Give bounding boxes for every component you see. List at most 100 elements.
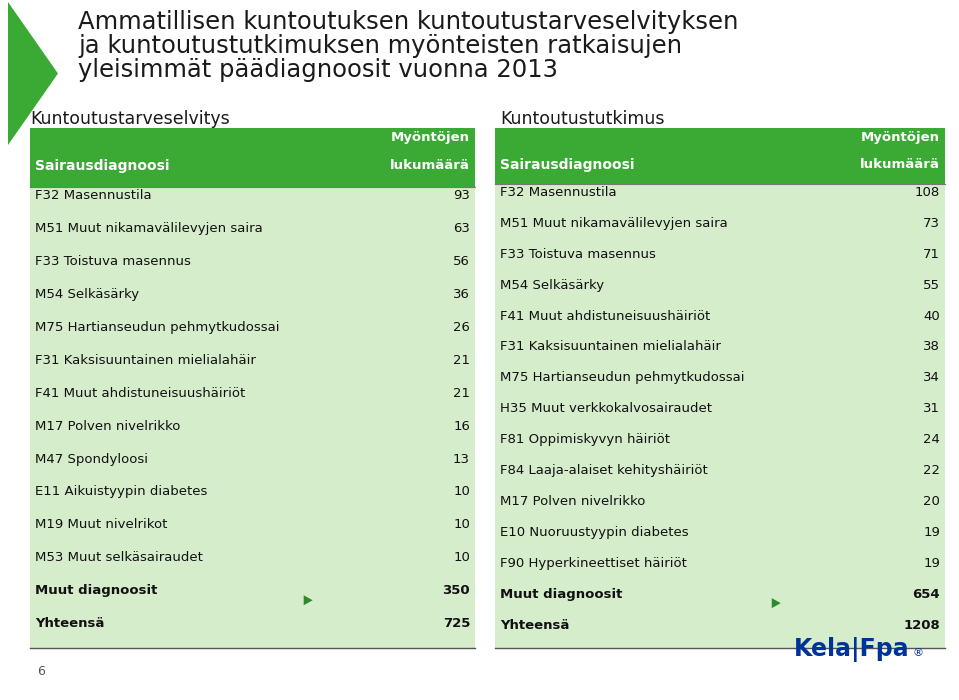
FancyBboxPatch shape (495, 246, 945, 276)
Text: Kuntoutustarveselvitys: Kuntoutustarveselvitys (30, 110, 230, 128)
Text: Muut diagnoosit: Muut diagnoosit (35, 584, 157, 597)
Text: 10: 10 (453, 519, 470, 531)
Text: 350: 350 (442, 584, 470, 597)
Text: E11 Aikuistyypin diabetes: E11 Aikuistyypin diabetes (35, 485, 207, 498)
Text: lukumäärä: lukumäärä (860, 158, 940, 171)
Text: M75 Hartianseudun pehmytkudossai: M75 Hartianseudun pehmytkudossai (35, 321, 279, 334)
Text: 1208: 1208 (903, 619, 940, 632)
FancyBboxPatch shape (30, 352, 475, 385)
Text: 93: 93 (453, 189, 470, 202)
Text: Kela|Fpa: Kela|Fpa (794, 637, 910, 662)
Text: M75 Hartianseudun pehmytkudossai: M75 Hartianseudun pehmytkudossai (500, 372, 744, 384)
Text: 10: 10 (453, 552, 470, 564)
Text: 22: 22 (923, 464, 940, 477)
Text: Yhteensä: Yhteensä (500, 619, 570, 632)
Text: 19: 19 (924, 526, 940, 539)
Text: 24: 24 (924, 433, 940, 447)
Text: M17 Polven nivelrikko: M17 Polven nivelrikko (35, 419, 180, 433)
Text: 10: 10 (453, 485, 470, 498)
Text: F41 Muut ahdistuneisuushäiriöt: F41 Muut ahdistuneisuushäiriöt (35, 386, 246, 400)
Text: 38: 38 (924, 340, 940, 354)
Polygon shape (772, 598, 781, 608)
FancyBboxPatch shape (495, 524, 945, 555)
FancyBboxPatch shape (30, 220, 475, 253)
Text: 73: 73 (923, 217, 940, 230)
FancyBboxPatch shape (30, 484, 475, 517)
FancyBboxPatch shape (495, 276, 945, 307)
Text: 21: 21 (453, 354, 470, 367)
Text: 16: 16 (453, 419, 470, 433)
FancyBboxPatch shape (495, 400, 945, 431)
Text: Muut diagnoosit: Muut diagnoosit (500, 588, 622, 601)
Text: 21: 21 (453, 386, 470, 400)
Text: M51 Muut nikamavälilevyjen saira: M51 Muut nikamavälilevyjen saira (35, 222, 263, 235)
Text: 31: 31 (923, 402, 940, 415)
Text: ®: ® (912, 648, 923, 658)
Text: 34: 34 (924, 372, 940, 384)
FancyBboxPatch shape (30, 128, 475, 187)
Text: 40: 40 (924, 309, 940, 323)
Text: Ammatillisen kuntoutuksen kuntoutustarveselvityksen: Ammatillisen kuntoutuksen kuntoutustarve… (78, 10, 738, 34)
Text: 55: 55 (923, 279, 940, 292)
FancyBboxPatch shape (30, 451, 475, 484)
Text: lukumäärä: lukumäärä (390, 160, 470, 172)
FancyBboxPatch shape (30, 550, 475, 582)
FancyBboxPatch shape (495, 183, 945, 215)
FancyBboxPatch shape (30, 187, 475, 220)
FancyBboxPatch shape (30, 319, 475, 352)
FancyBboxPatch shape (30, 385, 475, 418)
Text: 56: 56 (453, 255, 470, 268)
Text: 13: 13 (453, 452, 470, 466)
FancyBboxPatch shape (30, 418, 475, 451)
Text: M51 Muut nikamavälilevyjen saira: M51 Muut nikamavälilevyjen saira (500, 217, 728, 230)
Text: F41 Muut ahdistuneisuushäiriöt: F41 Muut ahdistuneisuushäiriöt (500, 309, 711, 323)
Text: F31 Kaksisuuntainen mielialahäir: F31 Kaksisuuntainen mielialahäir (35, 354, 256, 367)
Text: M53 Muut selkäsairaudet: M53 Muut selkäsairaudet (35, 552, 203, 564)
Polygon shape (304, 595, 313, 606)
Text: M54 Selkäsärky: M54 Selkäsärky (500, 279, 604, 292)
Text: Myöntöjen: Myöntöjen (861, 131, 940, 144)
FancyBboxPatch shape (495, 462, 945, 493)
FancyBboxPatch shape (30, 582, 475, 615)
Text: 19: 19 (924, 557, 940, 570)
FancyBboxPatch shape (495, 494, 945, 524)
FancyBboxPatch shape (495, 617, 945, 648)
Text: F32 Masennustila: F32 Masennustila (500, 186, 617, 199)
Polygon shape (8, 2, 58, 145)
Text: Kuntoutustutkimus: Kuntoutustutkimus (500, 110, 665, 128)
Text: 6: 6 (37, 665, 45, 678)
FancyBboxPatch shape (495, 555, 945, 586)
Text: E10 Nuoruustyypin diabetes: E10 Nuoruustyypin diabetes (500, 526, 689, 539)
Text: 36: 36 (453, 288, 470, 301)
FancyBboxPatch shape (30, 286, 475, 319)
Text: F81 Oppimiskyvyn häiriöt: F81 Oppimiskyvyn häiriöt (500, 433, 670, 447)
Text: M17 Polven nivelrikko: M17 Polven nivelrikko (500, 495, 645, 508)
Text: H35 Muut verkkokalvosairaudet: H35 Muut verkkokalvosairaudet (500, 402, 712, 415)
FancyBboxPatch shape (30, 253, 475, 286)
FancyBboxPatch shape (495, 431, 945, 462)
Text: 654: 654 (912, 588, 940, 601)
Text: F33 Toistuva masennus: F33 Toistuva masennus (500, 248, 656, 260)
FancyBboxPatch shape (495, 339, 945, 370)
FancyBboxPatch shape (495, 586, 945, 617)
Text: 26: 26 (453, 321, 470, 334)
FancyBboxPatch shape (30, 517, 475, 550)
FancyBboxPatch shape (30, 615, 475, 648)
Text: F32 Masennustila: F32 Masennustila (35, 189, 152, 202)
Text: Yhteensä: Yhteensä (35, 617, 105, 630)
Text: M19 Muut nivelrikot: M19 Muut nivelrikot (35, 519, 168, 531)
Text: F90 Hyperkineettiset häiriöt: F90 Hyperkineettiset häiriöt (500, 557, 687, 570)
Text: 71: 71 (923, 248, 940, 260)
Text: Sairausdiagnoosi: Sairausdiagnoosi (500, 158, 635, 172)
Text: Sairausdiagnoosi: Sairausdiagnoosi (35, 160, 170, 174)
Text: M54 Selkäsärky: M54 Selkäsärky (35, 288, 139, 301)
Text: Myöntöjen: Myöntöjen (391, 131, 470, 144)
Text: 725: 725 (443, 617, 470, 630)
Text: 108: 108 (915, 186, 940, 199)
Text: F33 Toistuva masennus: F33 Toistuva masennus (35, 255, 191, 268)
Text: 20: 20 (924, 495, 940, 508)
Text: ja kuntoutustutkimuksen myönteisten ratkaisujen: ja kuntoutustutkimuksen myönteisten ratk… (78, 34, 682, 58)
FancyBboxPatch shape (495, 215, 945, 246)
FancyBboxPatch shape (495, 128, 945, 183)
Text: F84 Laaja-alaiset kehityshäiriöt: F84 Laaja-alaiset kehityshäiriöt (500, 464, 708, 477)
